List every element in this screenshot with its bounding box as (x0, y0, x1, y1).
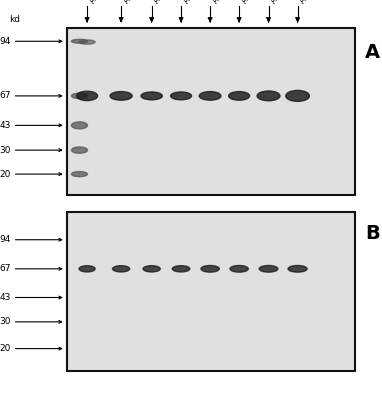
Text: kd: kd (9, 15, 20, 24)
Ellipse shape (259, 266, 278, 272)
Text: AFP-6: AFP-6 (269, 0, 290, 5)
Text: AFP-7: AFP-7 (298, 0, 319, 5)
Ellipse shape (77, 91, 98, 101)
Ellipse shape (286, 90, 309, 101)
Text: B: B (365, 224, 380, 243)
Text: 67: 67 (0, 264, 11, 273)
Text: 43: 43 (0, 293, 11, 302)
Text: 43: 43 (0, 121, 11, 130)
Ellipse shape (71, 171, 87, 177)
Ellipse shape (288, 266, 307, 272)
Text: 20: 20 (0, 170, 11, 178)
Text: AFP-2: AFP-2 (152, 0, 173, 5)
Text: AFP-3: AFP-3 (182, 0, 202, 5)
Text: AFP-4: AFP-4 (211, 0, 231, 5)
Ellipse shape (230, 266, 248, 272)
Text: 67: 67 (0, 92, 11, 100)
Text: AFP-1: AFP-1 (122, 0, 142, 5)
Text: AFP-CTL: AFP-CTL (88, 0, 114, 5)
Ellipse shape (71, 39, 87, 43)
Text: 20: 20 (0, 344, 11, 353)
Ellipse shape (228, 92, 250, 100)
Ellipse shape (201, 266, 219, 272)
Bar (67, 212, 355, 371)
Ellipse shape (170, 92, 191, 100)
Ellipse shape (71, 93, 87, 99)
Ellipse shape (71, 122, 87, 129)
Ellipse shape (113, 266, 130, 272)
Text: 30: 30 (0, 318, 11, 326)
Ellipse shape (71, 147, 87, 153)
Bar (67, 28, 355, 195)
Text: 94: 94 (0, 235, 11, 244)
Text: 30: 30 (0, 146, 11, 154)
Ellipse shape (172, 266, 190, 272)
Ellipse shape (79, 266, 95, 272)
Ellipse shape (257, 91, 280, 101)
Ellipse shape (79, 40, 95, 44)
Text: AFP-5: AFP-5 (240, 0, 260, 5)
Text: A: A (365, 43, 380, 62)
Ellipse shape (199, 92, 221, 100)
Ellipse shape (143, 266, 160, 272)
Ellipse shape (141, 92, 162, 100)
Text: 94: 94 (0, 37, 11, 46)
Ellipse shape (110, 92, 132, 100)
